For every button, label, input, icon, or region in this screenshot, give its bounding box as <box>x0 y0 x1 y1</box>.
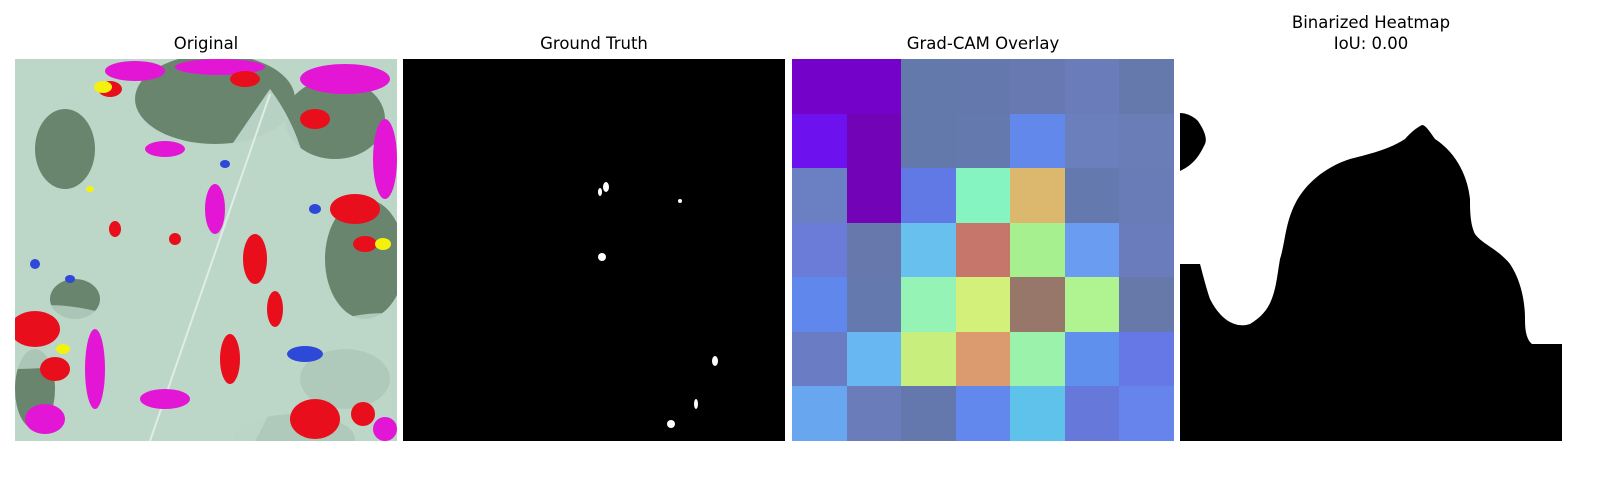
heatmap-cell <box>901 223 956 277</box>
mask-foreground-blobs <box>598 182 718 428</box>
heatmap-cell <box>1010 59 1065 114</box>
heatmap-cell <box>956 223 1010 277</box>
heatmap-cell <box>1065 223 1119 277</box>
panel-title: Grad-CAM Overlay <box>906 34 1060 53</box>
heatmap-cell <box>792 277 847 332</box>
heatmap-cell <box>1065 168 1119 223</box>
heatmap-cell <box>847 386 901 441</box>
heatmap-cell <box>1010 386 1065 441</box>
heatmap-cell <box>956 277 1010 332</box>
heatmap-cell <box>1119 332 1174 386</box>
heatmap-cell <box>1065 332 1119 386</box>
heatmap-cell <box>1065 277 1119 332</box>
heatmap-cell <box>792 114 847 168</box>
heatmap-cell <box>1010 332 1065 386</box>
main-leaf <box>123 89 311 441</box>
iou-label: IoU: 0.00 <box>1333 34 1409 53</box>
heatmap-cell <box>1065 386 1119 441</box>
heatmap-cell <box>901 332 956 386</box>
original-image <box>15 59 397 441</box>
mask-background <box>403 59 785 441</box>
panel-gradcam-overlay: Grad-CAM Overlay <box>792 0 1174 500</box>
mask-background-bottom-left <box>1235 390 1348 441</box>
heatmap-cell <box>847 332 901 386</box>
panel-original: Original <box>15 0 397 500</box>
heatmap-cell <box>1065 114 1119 168</box>
heatmap-cell <box>847 59 901 114</box>
heatmap-cell <box>1010 168 1065 223</box>
mask-foreground-region <box>1180 59 1562 344</box>
leaf-midrib <box>149 93 271 441</box>
heatmap-cell <box>1119 277 1174 332</box>
heatmap-cell <box>1010 114 1065 168</box>
heatmap-cell <box>901 59 956 114</box>
magenta-noise <box>25 59 397 441</box>
heatmap-cell <box>956 59 1010 114</box>
panel-binarized-heatmap: Binarized Heatmap IoU: 0.00 <box>1180 0 1562 500</box>
panel-title: Binarized Heatmap <box>1291 13 1451 32</box>
heatmap-cell <box>1119 114 1174 168</box>
heatmap-cell <box>1010 223 1065 277</box>
heatmap-cell <box>792 332 847 386</box>
heatmap-cell <box>1065 59 1119 114</box>
heatmap-cell <box>901 386 956 441</box>
yellow-noise <box>56 81 391 354</box>
heatmap-cell <box>792 223 847 277</box>
mask-background-left-bump <box>1180 329 1218 380</box>
panel-title: Ground Truth <box>540 34 648 53</box>
heatmap-cell <box>956 114 1010 168</box>
heatmap-cell <box>847 223 901 277</box>
heatmap-cell <box>901 168 956 223</box>
heatmap-cell <box>792 59 847 114</box>
heatmap-cell <box>901 114 956 168</box>
heatmap-cell <box>1010 277 1065 332</box>
heatmap-cell <box>792 168 847 223</box>
panel-ground-truth: Ground Truth <box>403 0 785 500</box>
heatmap-cell <box>847 114 901 168</box>
heatmap-cell <box>1119 223 1174 277</box>
panel-title: Original <box>173 34 239 53</box>
gradcam-heatmap <box>792 59 1174 441</box>
heatmap-cell <box>847 277 901 332</box>
heatmap-cell <box>901 277 956 332</box>
heatmap-cell <box>956 332 1010 386</box>
heatmap-cell <box>1119 386 1174 441</box>
ground-truth-mask <box>403 59 785 441</box>
red-noise <box>15 71 380 439</box>
heatmap-cell <box>956 168 1010 223</box>
heatmap-cell <box>847 168 901 223</box>
heatmap-cell <box>1119 59 1174 114</box>
heatmap-cell <box>792 386 847 441</box>
heatmap-cell <box>1119 168 1174 223</box>
mask-background-bottom-right <box>1470 399 1485 441</box>
blue-noise <box>30 160 323 362</box>
heatmap-cell <box>956 386 1010 441</box>
binarized-heatmap-mask <box>1180 59 1562 441</box>
